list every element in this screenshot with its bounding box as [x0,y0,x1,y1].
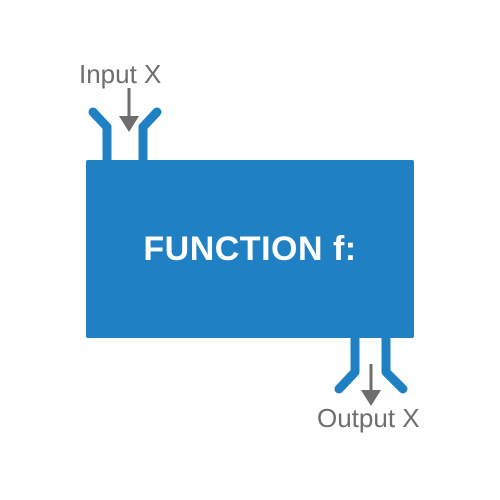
function-title: FUNCTION f: [143,229,357,268]
function-box [86,160,414,338]
input-label: Input X [79,59,162,89]
output-label: Output X [317,403,420,433]
output-arrow [361,364,381,406]
input-arrow [119,88,139,132]
input-funnel [88,107,162,167]
output-funnel [334,331,408,394]
